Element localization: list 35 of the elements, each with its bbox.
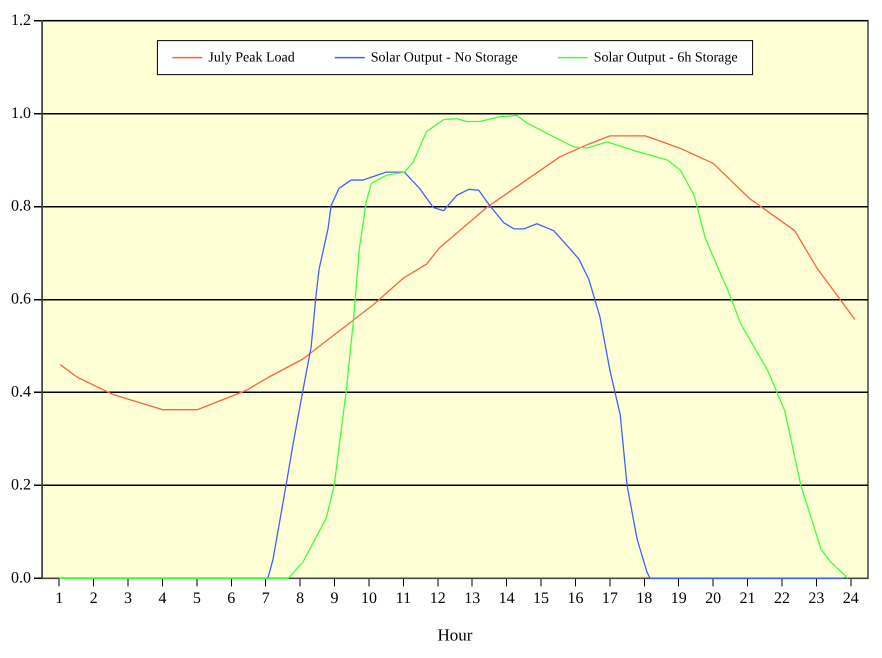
legend-label: July Peak Load <box>208 50 295 66</box>
x-tick-label: 10 <box>360 590 377 608</box>
x-tick-label: 15 <box>533 590 550 608</box>
x-tick-label: 20 <box>705 590 722 608</box>
y-tick-label: 0.4 <box>11 384 31 401</box>
x-tick-label: 6 <box>227 590 236 608</box>
y-tick-label: 1.0 <box>11 104 31 122</box>
x-tick-label: 11 <box>396 590 412 608</box>
x-tick-label: 2 <box>90 590 98 608</box>
x-tick-label: 1 <box>55 590 64 608</box>
x-tick-label: 22 <box>774 590 790 608</box>
x-tick-label: 4 <box>158 590 166 608</box>
x-tick-label: 13 <box>464 590 480 608</box>
y-tick-label: 1.2 <box>11 12 31 29</box>
x-tick-label: 21 <box>740 590 756 608</box>
x-tick-label: 14 <box>498 590 515 608</box>
y-tick-label: 0.0 <box>11 570 31 587</box>
y-tick-label: 0.6 <box>11 290 31 308</box>
x-tick-label: 8 <box>296 590 304 608</box>
x-tick-label: 19 <box>670 590 687 608</box>
legend-label: Solar Output - No Storage <box>370 50 518 66</box>
x-tick-label: 9 <box>330 590 339 608</box>
legend-label: Solar Output - 6h Storage <box>594 50 738 66</box>
x-axis-title: Hour <box>438 625 473 644</box>
x-tick-label: 5 <box>192 590 201 608</box>
x-tick-label: 17 <box>602 590 618 608</box>
y-tick-label: 0.2 <box>11 476 31 494</box>
x-tick-label: 24 <box>842 590 859 608</box>
x-tick-label: 16 <box>567 590 584 608</box>
y-tick-label: 0.8 <box>11 198 31 215</box>
x-tick-label: 12 <box>430 590 446 608</box>
x-tick-label: 23 <box>808 590 824 608</box>
x-tick-label: 7 <box>262 590 270 608</box>
x-tick-label: 3 <box>124 590 132 608</box>
x-tick-label: 18 <box>636 590 652 608</box>
